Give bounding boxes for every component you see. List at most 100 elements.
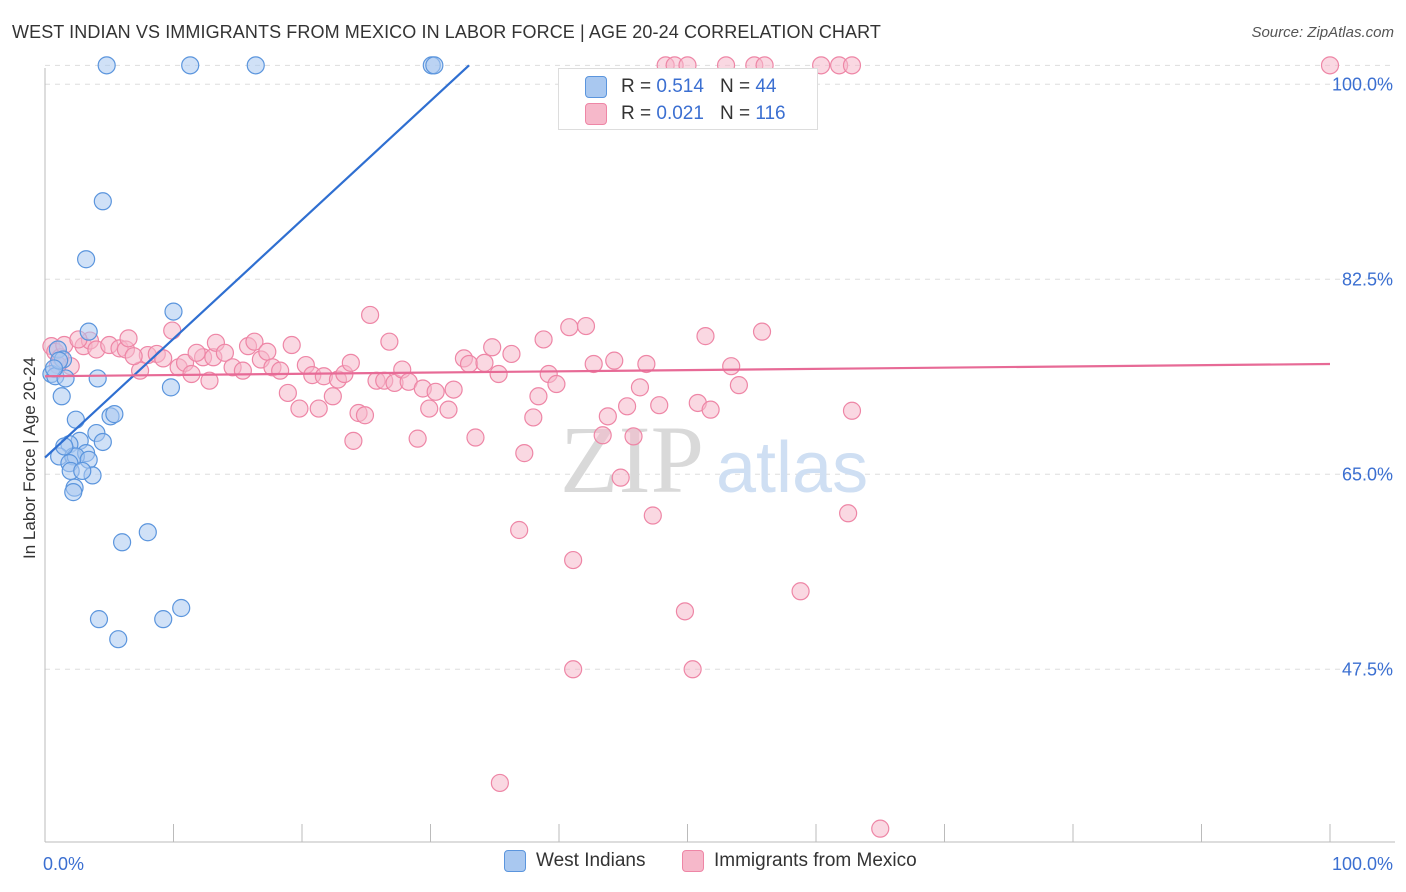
west-indian-point: [56, 369, 75, 388]
mexico-point: [459, 354, 479, 374]
mexico-point: [200, 371, 219, 390]
west-indian-point: [52, 387, 71, 406]
mexico-point: [564, 660, 583, 679]
mexico-point: [444, 380, 463, 399]
stats-legend: R = 0.514 N = 44 R = 0.021 N = 116: [558, 68, 818, 130]
mexico-point: [258, 342, 277, 361]
legend-swatch-pink: [682, 850, 704, 872]
series-legend: West Indians Immigrants from Mexico: [0, 850, 1406, 880]
mexico-point: [124, 347, 143, 366]
stats-r-label: R =: [621, 103, 652, 124]
mexico-point: [355, 406, 375, 425]
west-indian-point: [425, 56, 444, 75]
mexico-point: [560, 318, 579, 337]
mexico-point: [839, 504, 858, 523]
source-label: Source: ZipAtlas.com: [1251, 24, 1394, 41]
stats-swatch-blue: [585, 76, 607, 98]
mexico-point: [643, 506, 662, 525]
stats-r-value: 0.021: [656, 103, 704, 124]
west-indian-point: [97, 56, 116, 75]
legend-item-west-indians[interactable]: West Indians: [504, 850, 645, 872]
y-axis-title: In Labor Force | Age 20-24: [20, 357, 39, 559]
mexico-point: [361, 305, 380, 325]
west-indian-point: [161, 378, 181, 397]
legend-label: Immigrants from Mexico: [714, 850, 917, 871]
stats-n-label: N =: [719, 76, 751, 97]
west-indian-point: [109, 630, 128, 649]
y-tick-label: 47.5%: [1342, 659, 1393, 679]
axes: [44, 68, 1395, 843]
legend-label: West Indians: [536, 850, 646, 871]
mexico-point: [842, 56, 862, 75]
stats-row-mexico: R = 0.021 N = 116: [585, 100, 786, 128]
west-indian-point: [172, 598, 191, 618]
west-indian-point: [89, 610, 109, 629]
mexico-point: [598, 407, 617, 426]
chart-title: WEST INDIAN VS IMMIGRANTS FROM MEXICO IN…: [12, 22, 881, 42]
mexico-point: [154, 349, 173, 368]
mexico-point: [696, 327, 715, 346]
x-tick-label: 0.0%: [43, 854, 84, 874]
mexico-point: [163, 321, 182, 340]
mexico-point: [510, 520, 529, 540]
mexico-point: [729, 376, 749, 395]
mexico-point: [490, 773, 509, 793]
stats-n-label: N =: [719, 103, 751, 124]
mexico-point: [380, 332, 399, 351]
mexico-point: [547, 374, 566, 394]
west-indian-point: [88, 369, 107, 388]
stats-r-value: 0.514: [656, 76, 704, 97]
mexico-point: [426, 382, 445, 401]
mexico-point: [722, 357, 741, 376]
mexico-point: [618, 397, 637, 416]
west-indian-point: [164, 302, 183, 321]
mexico-point: [466, 428, 485, 447]
mexico-point: [675, 602, 695, 621]
west-indian-point: [181, 56, 200, 75]
west-indian-point: [79, 322, 98, 341]
legend-item-mexico[interactable]: Immigrants from Mexico: [682, 850, 917, 872]
west-indian-point: [64, 483, 83, 502]
stats-row-west-indians: R = 0.514 N = 44: [585, 73, 776, 101]
mexico-point: [624, 427, 643, 446]
west-indian-point: [138, 523, 157, 542]
mexico-point: [323, 387, 342, 406]
west-indian-point: [246, 56, 265, 75]
mexico-point: [483, 338, 502, 357]
mexico-point: [650, 396, 669, 415]
mexico-point: [309, 399, 328, 418]
data-points: [42, 56, 1340, 838]
mexico-point: [683, 660, 702, 679]
mexico-point: [439, 400, 458, 419]
mexico-point: [605, 351, 624, 370]
mexico-point: [701, 400, 720, 419]
stats-n-value: 44: [755, 76, 777, 97]
mexico-point: [489, 364, 508, 384]
mexico-point: [576, 316, 596, 336]
zipatlas-watermark: ZIP atlas: [560, 406, 868, 513]
mexico-point: [245, 332, 264, 351]
mexico-point: [871, 819, 890, 838]
mexico-point: [420, 399, 439, 418]
mexico-point: [290, 399, 309, 418]
west-indian-point: [112, 533, 132, 552]
axis-labels: 100.0% 82.5% 65.0% 47.5% 0.0% 100.0% In Labor …: [20, 74, 1393, 874]
west-indian-point: [154, 610, 173, 629]
mexico-point: [215, 343, 234, 362]
mexico-point: [564, 550, 583, 570]
mexico-point: [1320, 56, 1340, 75]
stats-swatch-pink: [585, 103, 607, 125]
west-indian-point: [73, 461, 92, 481]
mexico-point: [593, 426, 612, 445]
mexico-point: [534, 330, 553, 349]
y-tick-label: 82.5%: [1342, 269, 1393, 289]
mexico-point: [187, 343, 206, 362]
mexico-point: [515, 444, 534, 463]
mexico-point: [752, 322, 772, 341]
mexico-point: [791, 582, 810, 601]
mexico-trend-line: [44, 362, 1331, 378]
west-indian-point: [77, 250, 96, 269]
mexico-point: [584, 354, 603, 374]
west-indian-point: [93, 432, 112, 452]
